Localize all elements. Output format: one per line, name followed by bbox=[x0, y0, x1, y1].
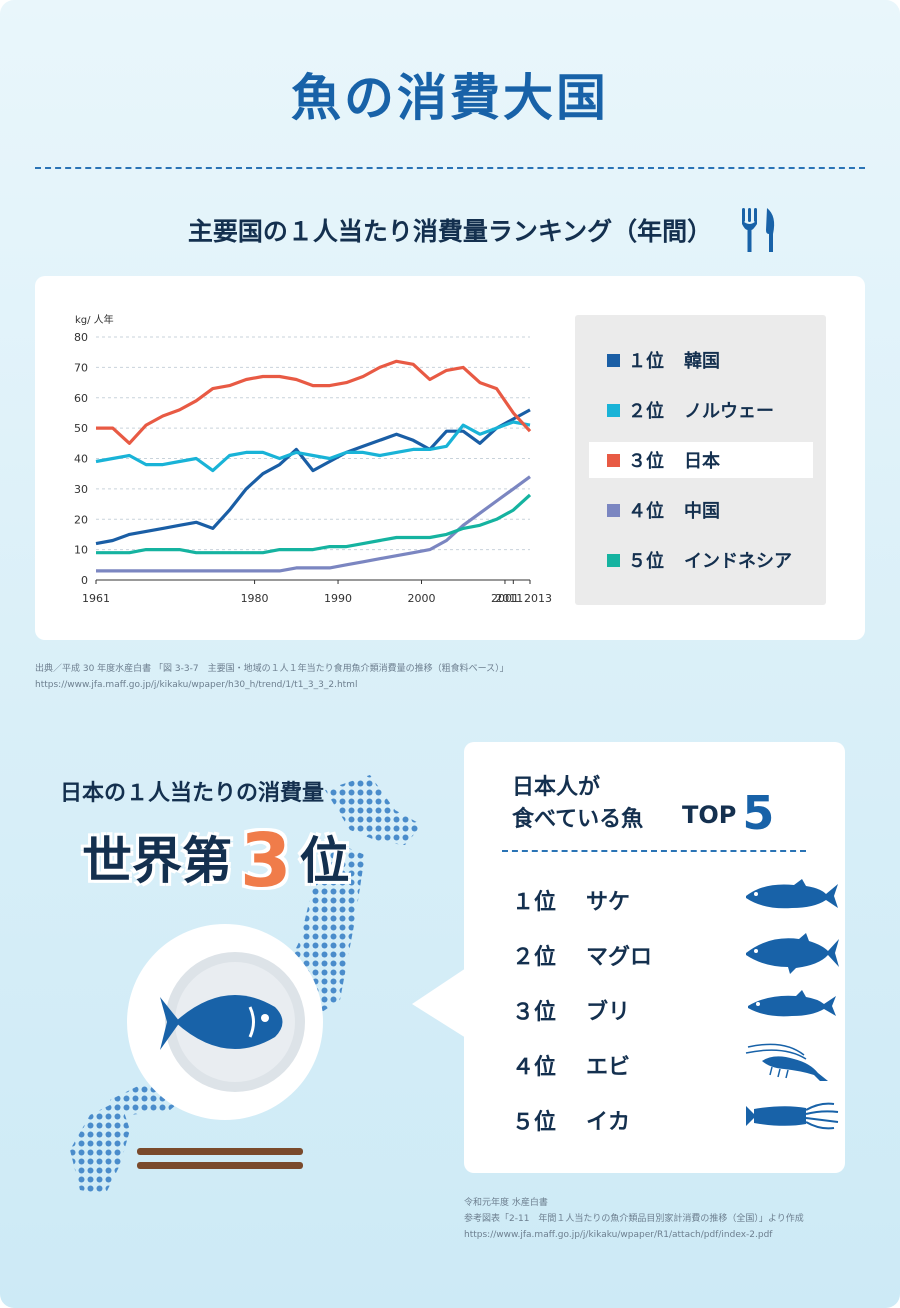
fish-row-4: ４位 エビ bbox=[512, 1043, 828, 1085]
series-line bbox=[96, 475, 531, 573]
source-line: 出典／平成 30 年度水産白書 「図 3-3-7 主要国・地域の１人１年当たり食… bbox=[35, 664, 509, 674]
japan-subtitle: 日本の１人当たりの消費量 bbox=[60, 781, 325, 806]
source-url: https://www.jfa.maff.go.jp/j/kikaku/wpap… bbox=[464, 1230, 773, 1240]
shrimp-icon bbox=[745, 1043, 828, 1081]
legend-item: ２位 ノルウェー bbox=[589, 392, 813, 428]
top5-title: 日本人が 食べている魚 bbox=[512, 772, 643, 836]
y-tick-label: 20 bbox=[74, 513, 88, 526]
y-tick-label: 50 bbox=[74, 422, 88, 435]
squid-icon bbox=[746, 1102, 839, 1130]
legend-swatch bbox=[607, 503, 620, 517]
source-note-1: 出典／平成 30 年度水産白書 「図 3-3-7 主要国・地域の１人１年当たり食… bbox=[35, 661, 509, 693]
chopsticks-icon bbox=[137, 1148, 303, 1169]
legend-item: ４位 中国 bbox=[589, 492, 813, 528]
speech-tail bbox=[412, 968, 466, 1038]
fish-row-5: ５位 イカ bbox=[512, 1100, 839, 1140]
legend-rank: ２位 bbox=[628, 401, 664, 422]
x-tick-label: 2011 bbox=[495, 592, 523, 605]
legend-rank: １位 bbox=[628, 351, 664, 372]
chart-legend: １位 韓国 ２位 ノルウェー ３位 日本 ４位 中国 ５位 インドネシア bbox=[575, 315, 826, 605]
legend-swatch bbox=[607, 353, 620, 367]
legend-swatch bbox=[607, 403, 620, 417]
series-line bbox=[96, 493, 532, 555]
x-tick-label: 2013 bbox=[524, 592, 552, 605]
fish-row-3: ３位 ブリ bbox=[512, 990, 836, 1030]
fish-name: マグロ bbox=[586, 945, 653, 970]
consumption-line-chart: kg/ 人年 0 10 20 30 40 50 60 70 80 1961 1980 1990 2000 2… bbox=[74, 313, 552, 605]
rank-prefix: 世界第 bbox=[82, 832, 232, 890]
top5-title-line1: 日本人が bbox=[512, 775, 601, 800]
legend-country: 中国 bbox=[684, 501, 720, 522]
fish-rank: ５位 bbox=[512, 1110, 557, 1135]
fish-rank: ４位 bbox=[512, 1055, 557, 1080]
fish-name: イカ bbox=[586, 1110, 631, 1135]
y-tick-label: 30 bbox=[74, 483, 88, 496]
top5-card: 日本人が 食べている魚 TOP 5 １位 サケ ２位 マグロ ３位 ブリ bbox=[464, 742, 845, 1173]
y-tick-label: 80 bbox=[74, 331, 88, 344]
y-tick-label: 60 bbox=[74, 392, 88, 405]
legend-country: 日本 bbox=[684, 451, 720, 472]
series-line bbox=[96, 359, 532, 445]
plate-fish-icon bbox=[127, 924, 323, 1120]
fish-name: サケ bbox=[586, 890, 631, 915]
legend-rank: ４位 bbox=[628, 501, 664, 522]
fish-row-2: ２位 マグロ bbox=[512, 933, 839, 975]
salmon-icon bbox=[746, 879, 838, 909]
rank-number: 3 bbox=[240, 818, 292, 904]
y-tick-label: 10 bbox=[74, 544, 88, 557]
source-note-2: 令和元年度 水産白書 参考図表「2-11 年間１人当たりの魚介類品目別家計消費の… bbox=[464, 1195, 804, 1243]
fish-rank: ３位 bbox=[512, 1000, 557, 1025]
y-tick-label: 0 bbox=[81, 574, 88, 587]
fish-rank: ２位 bbox=[512, 945, 557, 970]
top-label: TOP bbox=[682, 801, 737, 829]
fish-row-1: １位 サケ bbox=[512, 879, 838, 920]
x-tick-label: 1980 bbox=[241, 592, 269, 605]
tuna-icon bbox=[746, 933, 839, 974]
source-line: 令和元年度 水産白書 bbox=[464, 1198, 548, 1208]
top-number: 5 bbox=[742, 786, 775, 840]
legend-country: ノルウェー bbox=[684, 401, 774, 422]
x-tick-label: 1961 bbox=[82, 592, 110, 605]
source-url: https://www.jfa.maff.go.jp/j/kikaku/wpap… bbox=[35, 680, 358, 690]
legend-country: 韓国 bbox=[684, 351, 720, 372]
legend-rank: ５位 bbox=[628, 551, 664, 572]
divider bbox=[35, 167, 865, 169]
legend-rank: ３位 bbox=[628, 451, 664, 472]
x-tick-label: 2000 bbox=[408, 592, 436, 605]
top5-divider bbox=[502, 850, 806, 852]
source-line: 参考図表「2-11 年間１人当たりの魚介類品目別家計消費の推移（全国）」より作成 bbox=[464, 1214, 804, 1224]
legend-country: インドネシア bbox=[684, 551, 792, 572]
x-tick-label: 2001 bbox=[491, 592, 519, 605]
legend-item: ５位 インドネシア bbox=[589, 542, 813, 578]
series-line bbox=[95, 420, 531, 473]
legend-swatch bbox=[607, 453, 620, 467]
yellowtail-icon bbox=[748, 990, 836, 1017]
rank-suffix: 位 bbox=[299, 832, 350, 890]
x-tick-label: 1990 bbox=[324, 592, 352, 605]
top5-title-line2: 食べている魚 bbox=[512, 807, 644, 832]
japan-rank-headline: 世界第 3 位 bbox=[82, 818, 350, 904]
y-tick-label: 40 bbox=[74, 453, 88, 466]
top5-badge: TOP 5 bbox=[682, 786, 774, 840]
section-subtitle: 主要国の１人当たり消費量ランキング（年間） bbox=[187, 217, 713, 246]
fish-rank: １位 bbox=[512, 890, 557, 915]
y-tick-label: 70 bbox=[74, 361, 88, 374]
y-axis-label: kg/ 人年 bbox=[75, 313, 114, 326]
fork-knife-icon bbox=[742, 208, 775, 252]
legend-item: ３位 日本 bbox=[589, 442, 813, 478]
fish-name: ブリ bbox=[586, 1000, 631, 1025]
fish-name: エビ bbox=[586, 1055, 631, 1080]
page-title: 魚の消費大国 bbox=[291, 69, 609, 127]
legend-item: １位 韓国 bbox=[589, 342, 813, 378]
legend-swatch bbox=[607, 553, 620, 567]
